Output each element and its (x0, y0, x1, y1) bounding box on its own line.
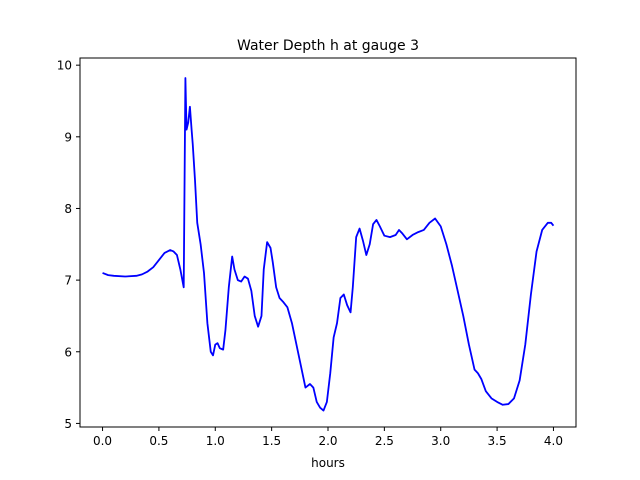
y-tick-label: 5 (64, 417, 72, 431)
series-line-0 (102, 77, 555, 412)
x-tick-label: 3.5 (488, 434, 507, 448)
chart-title: Water Depth h at gauge 3 (237, 38, 419, 54)
y-tick-label: 7 (64, 274, 72, 288)
x-tick-label: 1.5 (262, 434, 281, 448)
y-tick-label: 6 (64, 345, 72, 359)
x-tick-label: 0.0 (93, 434, 112, 448)
x-tick-label: 2.5 (375, 434, 394, 448)
plot-frame (79, 57, 577, 428)
x-tick-label: 1.0 (206, 434, 225, 448)
x-tick-label: 3.0 (431, 434, 450, 448)
x-tick-label: 0.5 (149, 434, 168, 448)
y-tick-label: 9 (64, 130, 72, 144)
x-axis-label: hours (311, 456, 345, 470)
y-axis-ticks: 5 6 7 8 9 10 (57, 59, 80, 431)
series-layer (102, 77, 555, 412)
x-tick-label: 2.0 (318, 434, 337, 448)
plot-area-border (79, 57, 577, 428)
y-tick-label: 8 (64, 202, 72, 216)
x-tick-label: 4.0 (544, 434, 563, 448)
y-tick-label: 10 (57, 59, 72, 73)
x-axis-ticks: 0.0 0.5 1.0 1.5 2.0 2.5 3.0 3.5 4.0 (93, 427, 563, 448)
